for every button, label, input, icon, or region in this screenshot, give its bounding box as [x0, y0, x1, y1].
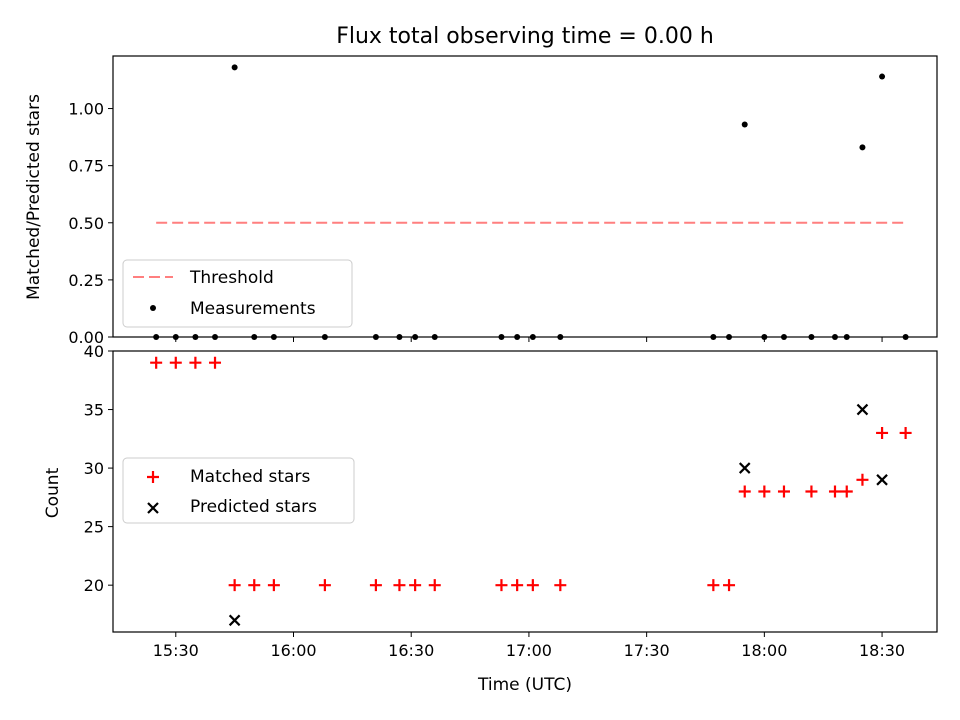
top-y-tick-label: 0.00 — [68, 328, 104, 347]
predicted-star-point — [228, 614, 241, 627]
x-tick-label: 15:30 — [153, 641, 199, 660]
matched-star-point — [840, 485, 853, 498]
top-legend: Threshold Measurements — [122, 259, 353, 328]
bottom-legend: Matched stars Predicted stars — [122, 457, 355, 524]
x-tick-label: 17:00 — [506, 641, 552, 660]
bottom-y-tick-label: 35 — [84, 401, 104, 420]
bottom-legend-box — [122, 457, 355, 524]
matched-star-point — [209, 356, 222, 369]
measurement-point — [741, 121, 748, 128]
bottom-y-tick-label: 20 — [84, 576, 104, 595]
top-y-tick-label: 1.00 — [68, 100, 104, 119]
matched-star-point — [318, 579, 331, 592]
matched-star-point — [554, 579, 567, 592]
top-plot-frame — [112, 55, 938, 338]
bottom-panel: 20 25 30 35 40 15:30 16:00 16:30 17:00 17:30 18:00… — [84, 342, 938, 660]
chart-title: Flux total observing time = 0.00 h — [336, 24, 714, 49]
matched-star-point — [758, 485, 771, 498]
x-tick-label: 18:30 — [859, 641, 905, 660]
predicted-star-point — [738, 462, 751, 474]
matched-star-point — [428, 579, 441, 592]
matched-star-point — [828, 485, 841, 498]
matched-star-point — [228, 579, 241, 592]
matched-star-point — [511, 579, 524, 592]
bottom-y-axis-label: Count — [43, 467, 63, 518]
matched-star-point — [723, 579, 736, 592]
x-tick-label: 17:30 — [624, 641, 670, 660]
matched-star-point — [267, 579, 280, 592]
predicted-star-point — [876, 474, 888, 486]
x-tick-label: 16:00 — [270, 641, 316, 660]
legend-matched-label: Matched stars — [190, 467, 310, 487]
top-y-tick-label: 0.75 — [68, 157, 104, 176]
legend-threshold-label: Threshold — [189, 268, 274, 288]
bottom-y-tick-label: 25 — [84, 518, 104, 537]
bottom-y-tick-label: 30 — [84, 459, 104, 478]
top-y-tick-label: 0.50 — [68, 214, 104, 233]
top-panel: 0.00 0.25 0.50 0.75 1.00 Threshold Measurement… — [68, 55, 938, 347]
matched-star-point — [495, 579, 508, 592]
matched-star-point — [738, 485, 751, 498]
x-tick-label: 16:30 — [388, 641, 434, 660]
matched-star-point — [805, 485, 818, 498]
matched-star-point — [899, 426, 912, 439]
matched-star-point — [393, 579, 406, 592]
measurement-point — [879, 73, 886, 80]
legend-matched-swatch — [147, 471, 159, 483]
predicted-star-point — [856, 403, 869, 416]
matched-star-point — [777, 485, 790, 498]
matched-star-point — [169, 356, 182, 369]
matched-star-point — [876, 426, 889, 439]
matched-star-point — [409, 579, 422, 592]
matched-star-point — [248, 579, 261, 592]
x-axis-label: Time (UTC) — [477, 675, 572, 695]
measurement-point — [859, 144, 866, 151]
matched-star-point — [189, 356, 202, 369]
matched-star-point — [856, 473, 869, 486]
measurement-point — [231, 64, 238, 71]
bottom-y-tick-label: 40 — [84, 342, 104, 361]
matched-star-point — [526, 579, 539, 592]
legend-predicted-label: Predicted stars — [190, 497, 317, 517]
top-y-tick-label: 0.25 — [68, 271, 104, 290]
matched-star-point — [369, 579, 382, 592]
legend-measurements-swatch — [150, 305, 156, 311]
legend-measurements-label: Measurements — [190, 299, 316, 319]
legend-predicted-swatch — [147, 502, 159, 514]
matched-star-point — [707, 579, 720, 592]
bottom-plot-frame — [112, 350, 938, 633]
x-tick-label: 18:00 — [741, 641, 787, 660]
matched-star-point — [150, 356, 163, 369]
top-y-axis-label: Matched/Predicted stars — [24, 94, 44, 300]
top-legend-box — [122, 259, 353, 328]
